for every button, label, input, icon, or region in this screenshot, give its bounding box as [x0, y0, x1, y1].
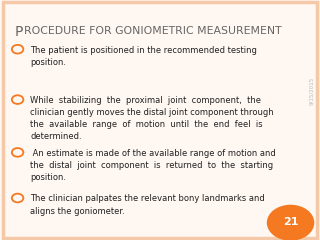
Text: 21: 21 — [283, 217, 298, 228]
Text: An estimate is made of the available range of motion and
the  distal  joint  com: An estimate is made of the available ran… — [30, 149, 276, 182]
Text: P: P — [14, 25, 23, 39]
Text: While  stabilizing  the  proximal  joint  component,  the
clinician gently moves: While stabilizing the proximal joint com… — [30, 96, 274, 141]
Text: 9/15/2015: 9/15/2015 — [309, 77, 315, 105]
FancyBboxPatch shape — [3, 2, 317, 238]
Text: ROCEDURE FOR GONIOMETRIC MEASUREMENT: ROCEDURE FOR GONIOMETRIC MEASUREMENT — [24, 26, 282, 36]
Circle shape — [268, 205, 314, 240]
Text: The patient is positioned in the recommended testing
position.: The patient is positioned in the recomme… — [30, 46, 257, 67]
Text: The clinician palpates the relevant bony landmarks and
aligns the goniometer.: The clinician palpates the relevant bony… — [30, 194, 265, 216]
